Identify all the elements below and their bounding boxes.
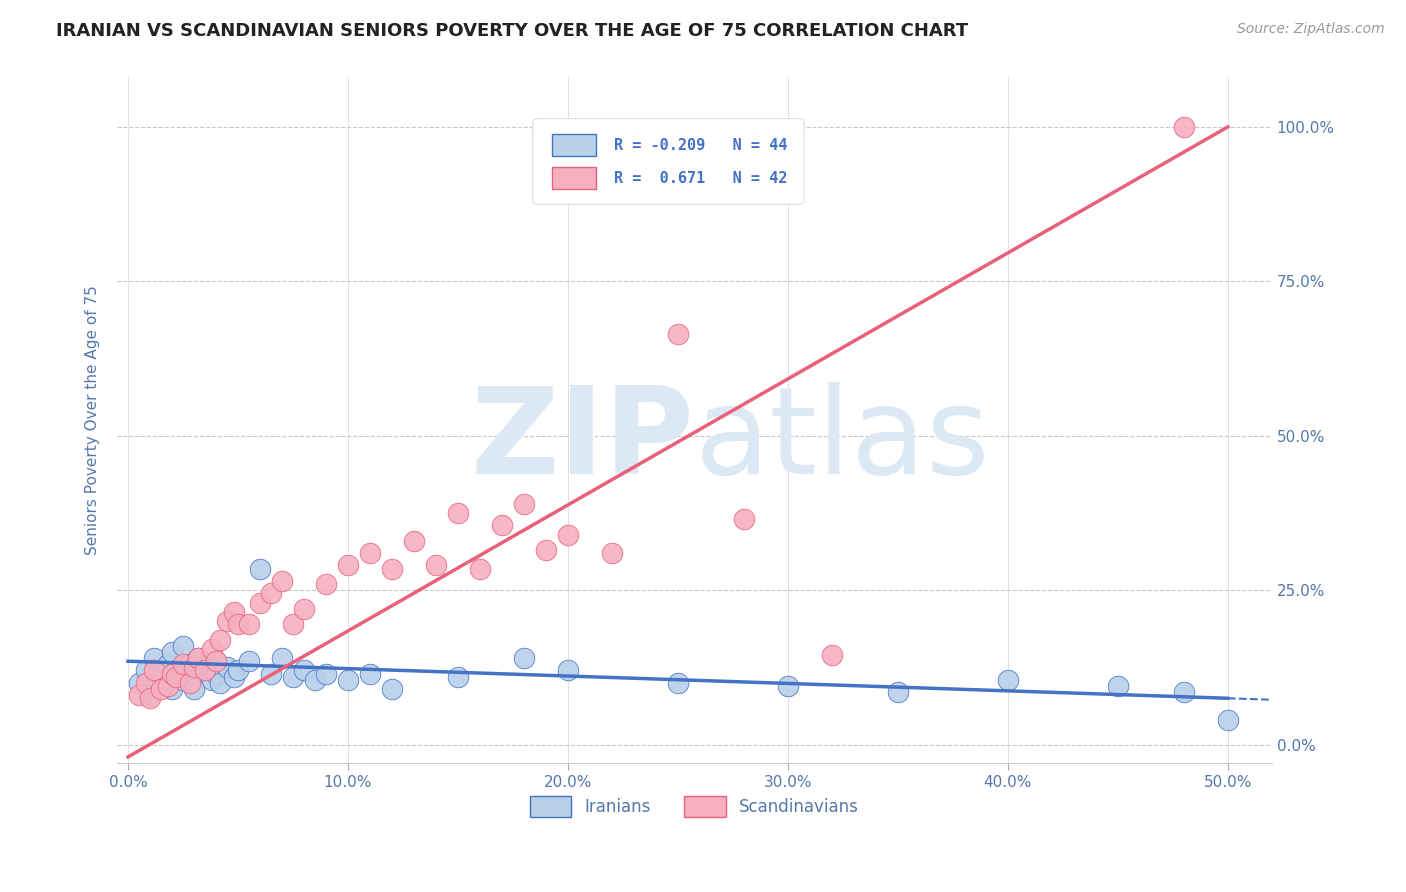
Point [733,512,755,526]
Point [205,666,228,681]
Point [226,664,249,678]
Point [821,648,844,662]
Point [238,654,260,668]
Point [165,670,187,684]
Point [156,679,179,693]
FancyBboxPatch shape [533,119,804,204]
Text: Source: ZipAtlas.com: Source: ZipAtlas.com [1237,22,1385,37]
Point [209,632,232,647]
Point [200,673,222,687]
Point [165,664,187,678]
Point [513,651,536,665]
Point [666,326,689,341]
Point [172,673,194,687]
Point [1173,120,1195,134]
Point [260,666,283,681]
Point [187,651,209,665]
Point [381,681,404,696]
Point [183,660,205,674]
Point [156,657,179,672]
Point [222,670,245,684]
Point [205,654,228,668]
Point [172,657,194,672]
Point [1216,713,1239,727]
Legend: Iranians, Scandinavians: Iranians, Scandinavians [523,789,866,823]
Point [381,561,404,575]
Point [215,614,238,628]
Point [304,673,326,687]
Point [139,691,162,706]
Point [336,673,359,687]
Text: IRANIAN VS SCANDINAVIAN SENIORS POVERTY OVER THE AGE OF 75 CORRELATION CHART: IRANIAN VS SCANDINAVIAN SENIORS POVERTY … [56,22,969,40]
Point [172,639,194,653]
Text: atlas: atlas [695,383,990,500]
Point [513,497,536,511]
Point [143,651,166,665]
Point [887,685,910,699]
Point [260,586,283,600]
Point [315,666,337,681]
Point [215,660,238,674]
Point [292,664,315,678]
Point [468,561,491,575]
Point [557,527,579,541]
Point [557,664,579,678]
Point [160,645,183,659]
Y-axis label: Seniors Poverty Over the Age of 75: Seniors Poverty Over the Age of 75 [86,285,100,555]
Point [315,577,337,591]
Point [292,601,315,615]
Text: R = -0.209   N = 44: R = -0.209 N = 44 [613,138,787,153]
Point [402,533,425,548]
Point [336,558,359,573]
Point [194,664,217,678]
Point [179,675,201,690]
Point [491,518,513,533]
Point [447,506,470,520]
Point [666,675,689,690]
Point [187,651,209,665]
Point [179,657,201,672]
Point [1173,685,1195,699]
Bar [553,135,596,156]
Point [281,670,304,684]
Point [149,681,172,696]
Point [135,664,157,678]
Point [183,681,205,696]
Point [534,543,557,558]
Point [194,660,217,674]
Point [139,688,162,702]
Point [160,666,183,681]
Text: R =  0.671   N = 42: R = 0.671 N = 42 [613,170,787,186]
Point [447,670,470,684]
Point [200,641,222,656]
Point [149,670,172,684]
Point [128,675,150,690]
Point [249,595,271,609]
Point [205,654,228,668]
Point [226,617,249,632]
Text: ZIP: ZIP [471,383,695,500]
Point [271,574,294,588]
Point [160,681,183,696]
Point [183,666,205,681]
Point [776,679,799,693]
Point [997,673,1019,687]
Point [135,675,157,690]
Point [222,605,245,619]
Bar [553,168,596,189]
Point [249,561,271,575]
Point [271,651,294,665]
Point [359,546,381,560]
Point [143,664,166,678]
Point [209,675,232,690]
Point [281,617,304,632]
Point [1107,679,1129,693]
Point [359,666,381,681]
Point [600,546,623,560]
Point [425,558,447,573]
Point [128,688,150,702]
Point [238,617,260,632]
